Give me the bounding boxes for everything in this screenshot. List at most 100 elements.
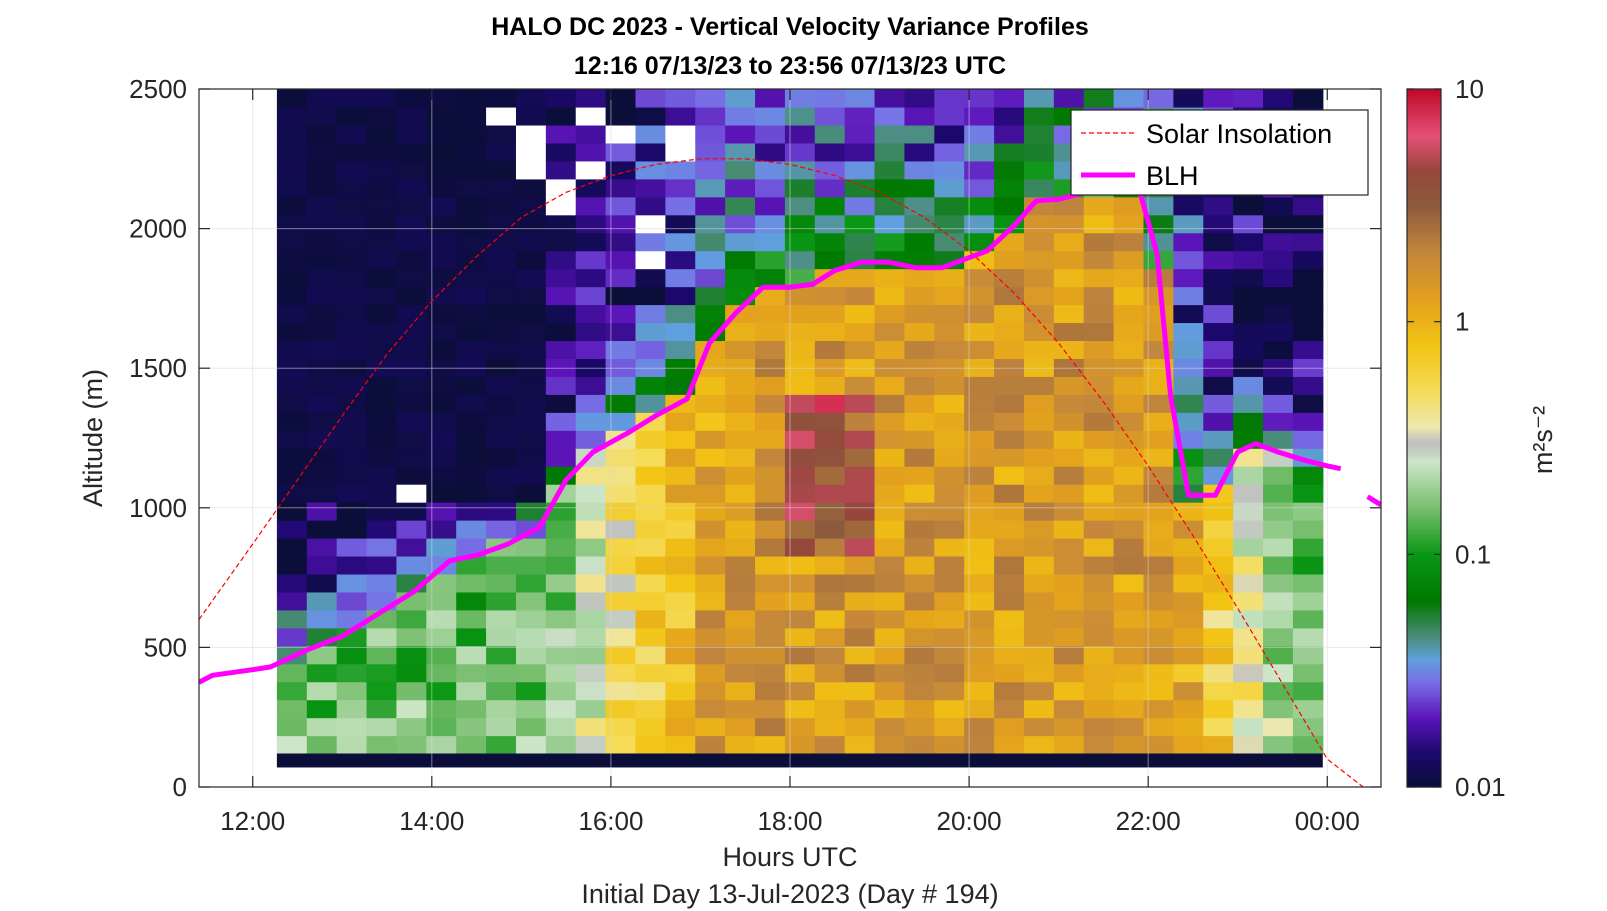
heatmap-cell	[276, 699, 308, 719]
heatmap-cell	[306, 394, 338, 413]
heatmap-cell	[964, 573, 995, 593]
y-tick-label: 2000	[129, 214, 187, 244]
colorbar-segment	[1407, 411, 1441, 416]
colorbar-segment	[1407, 219, 1441, 224]
heatmap-cell	[784, 106, 816, 126]
colorbar-segment	[1407, 629, 1441, 634]
heatmap-cell	[426, 681, 457, 701]
colorbar-segment	[1407, 688, 1441, 692]
heatmap-cell	[515, 89, 547, 108]
heatmap-cell	[934, 142, 965, 162]
heatmap-cell	[605, 268, 637, 288]
colorbar-segment	[1407, 432, 1441, 436]
heatmap-cell	[575, 358, 607, 377]
heatmap-cell	[366, 160, 398, 180]
colorbar-segment	[1407, 440, 1441, 445]
colorbar-segment	[1407, 141, 1441, 145]
heatmap-cell	[1173, 89, 1204, 108]
colorbar-segment	[1407, 147, 1441, 151]
heatmap-cell	[456, 717, 487, 737]
heatmap-cell	[1023, 681, 1055, 701]
colorbar-segment	[1407, 176, 1441, 180]
heatmap-cell	[1292, 537, 1324, 557]
heatmap-cell	[695, 250, 726, 270]
heatmap-cell	[1292, 358, 1324, 377]
heatmap-cell	[1233, 376, 1264, 395]
colorbar-segment	[1407, 368, 1441, 372]
heatmap-cell	[306, 735, 338, 755]
colorbar-segment	[1407, 109, 1441, 113]
heatmap-cell	[635, 555, 666, 575]
heatmap-cell	[814, 340, 846, 359]
heatmap-cell	[1203, 232, 1234, 252]
heatmap-cell	[426, 89, 457, 108]
heatmap-cell	[934, 448, 965, 467]
heatmap-cell	[1113, 484, 1145, 503]
heatmap-cell	[1053, 717, 1085, 737]
heatmap-cell	[665, 609, 696, 629]
heatmap-cell	[964, 232, 995, 252]
heatmap-cell	[784, 520, 816, 539]
heatmap-cell	[874, 160, 906, 180]
heatmap-cell	[396, 717, 427, 737]
heatmap-cell	[1023, 502, 1055, 521]
heatmap-cell	[1173, 358, 1204, 377]
heatmap-cell	[336, 322, 368, 342]
heatmap-cell	[1203, 394, 1234, 413]
heatmap-cell	[1083, 322, 1115, 342]
heatmap-cell	[784, 340, 816, 359]
heatmap-cell	[1292, 502, 1324, 521]
heatmap-cell	[366, 142, 398, 162]
heatmap-cell	[784, 537, 816, 557]
heatmap-cell	[1203, 304, 1234, 324]
heatmap-cell	[994, 484, 1025, 503]
heatmap-cell	[515, 250, 547, 270]
heatmap-cell	[1292, 232, 1324, 252]
heatmap-cell	[814, 627, 846, 647]
heatmap-cell	[1233, 394, 1264, 413]
heatmap-cell	[1023, 699, 1055, 719]
heatmap-cell	[426, 591, 457, 611]
heatmap-cell	[1113, 609, 1145, 629]
heatmap-cell	[964, 376, 995, 395]
heatmap-cell	[994, 178, 1025, 198]
heatmap-cell	[575, 573, 607, 593]
heatmap-cell	[545, 340, 577, 359]
heatmap-cell	[1053, 627, 1085, 647]
heatmap-cell	[575, 214, 607, 234]
heatmap-cell	[755, 430, 786, 449]
colorbar-segment	[1407, 481, 1441, 486]
colorbar-segment	[1407, 388, 1441, 393]
heatmap-cell	[1023, 430, 1055, 449]
heatmap-cell	[575, 663, 607, 683]
heatmap-cell	[486, 214, 517, 234]
heatmap-cell	[545, 699, 577, 719]
heatmap-cell	[276, 502, 308, 521]
heatmap-cell	[1263, 250, 1294, 270]
colorbar-segment	[1407, 685, 1441, 689]
colorbar-segment	[1407, 624, 1441, 628]
heatmap-cell	[635, 537, 666, 557]
heatmap-cell	[1173, 591, 1204, 611]
heatmap-cell	[635, 160, 666, 180]
heatmap-cell	[784, 591, 816, 611]
heatmap-cell	[1292, 609, 1324, 629]
colorbar-segment	[1407, 167, 1441, 172]
heatmap-cell	[904, 502, 935, 521]
heatmap-cell	[1233, 717, 1264, 737]
heatmap-cell	[934, 520, 965, 539]
heatmap-cell	[545, 573, 577, 593]
heatmap-cell	[844, 106, 876, 126]
heatmap-cell	[366, 502, 398, 521]
heatmap-cell	[934, 555, 965, 575]
heatmap-cell	[1233, 484, 1264, 503]
heatmap-cell	[1263, 591, 1294, 611]
heatmap-cell	[336, 160, 368, 180]
colorbar-segment	[1407, 310, 1441, 314]
heatmap-cell	[276, 681, 308, 701]
heatmap-cell	[1292, 340, 1324, 359]
heatmap-cell	[994, 466, 1025, 485]
heatmap-cell	[426, 106, 457, 126]
heatmap-cell	[545, 537, 577, 557]
heatmap-cell	[545, 520, 577, 539]
